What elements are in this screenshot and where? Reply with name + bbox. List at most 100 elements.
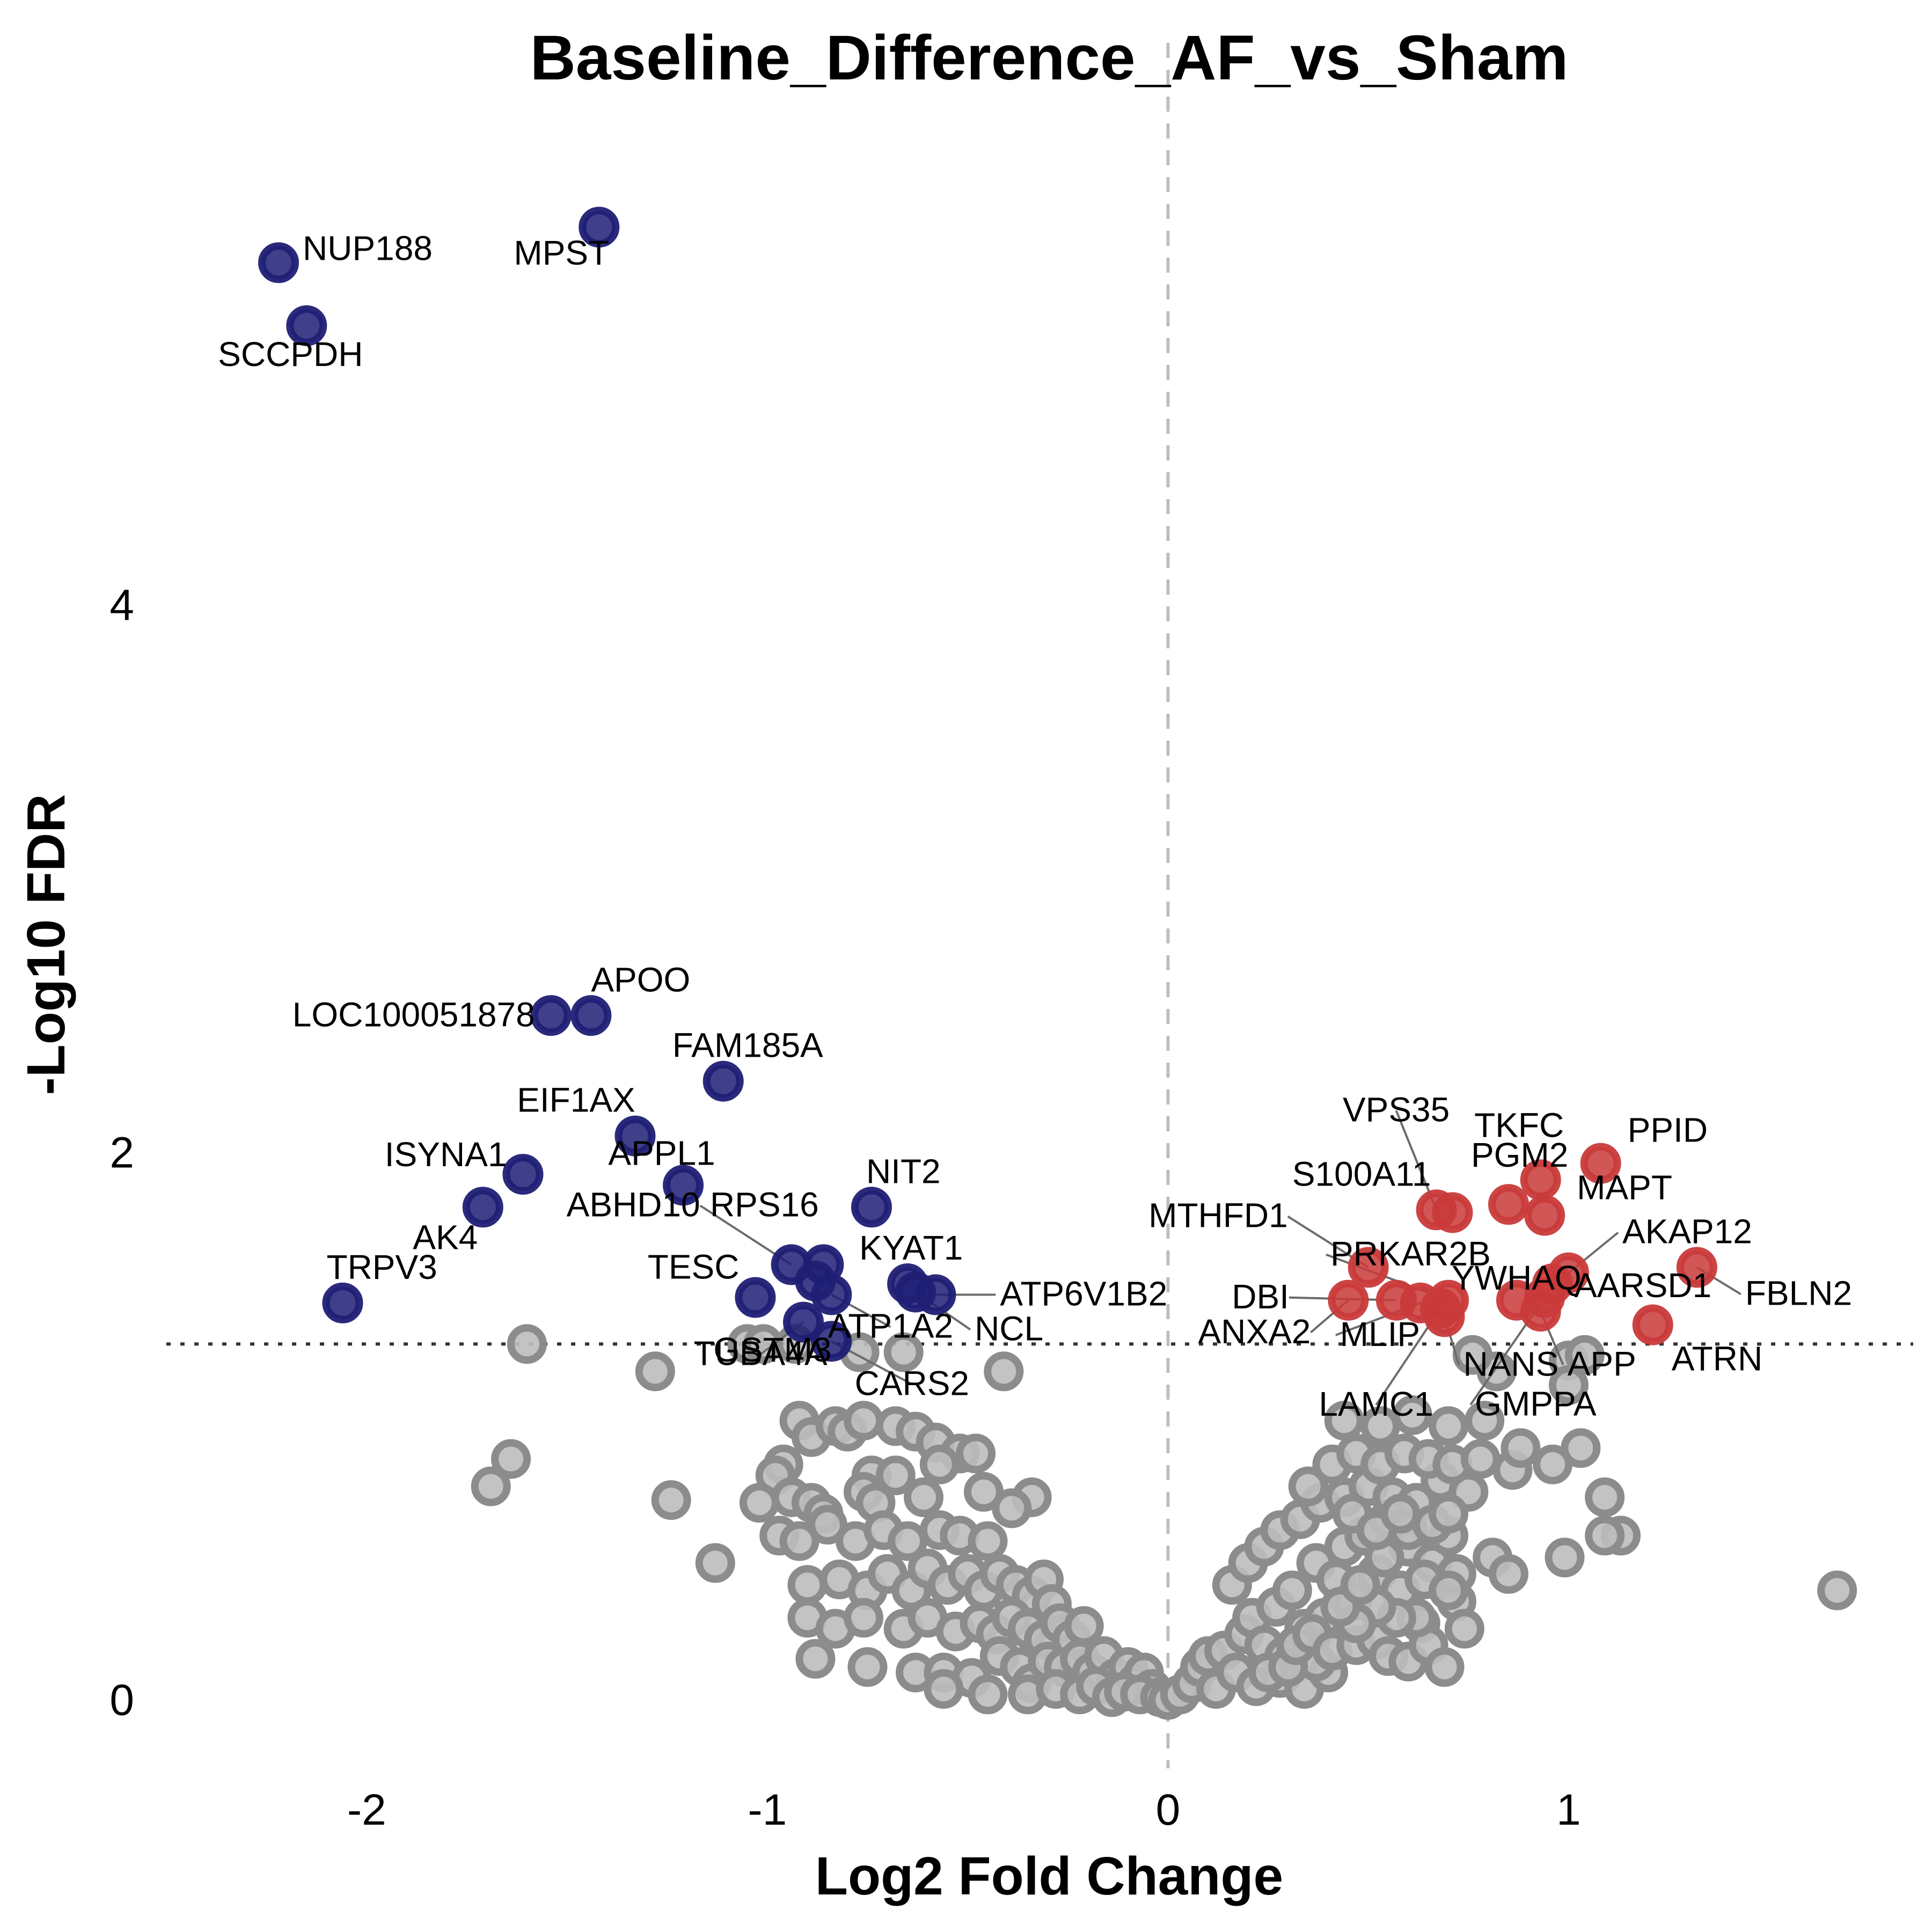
down-point xyxy=(570,995,612,1036)
gene-label: MLIP xyxy=(1340,1315,1420,1353)
gene-label: MAPT xyxy=(1577,1168,1672,1207)
ns-point xyxy=(1460,1439,1501,1479)
down-point xyxy=(322,1282,363,1323)
ns-point xyxy=(787,1565,828,1605)
gene-label: ATP6V1B2 xyxy=(1000,1275,1167,1313)
x-axis-ticks: -2 -1 0 1 xyxy=(347,1785,1581,1834)
ns-point xyxy=(903,1477,943,1518)
gene-label: NUP188 xyxy=(303,229,433,268)
ns-point xyxy=(491,1439,531,1479)
gene-label: MPST xyxy=(514,233,609,272)
ns-point xyxy=(651,1480,691,1520)
ns-point xyxy=(635,1351,675,1392)
ns-point xyxy=(779,1521,819,1561)
ns-point xyxy=(968,1521,1008,1561)
gene-label: YWHAQ xyxy=(1452,1258,1582,1297)
ns-point xyxy=(739,1483,779,1523)
chart-title: Baseline_Difference_AF_vs_Sham xyxy=(530,23,1569,93)
ns-point xyxy=(924,1669,964,1709)
x-tick-label: -2 xyxy=(347,1785,386,1834)
ns-point xyxy=(844,1401,884,1441)
down-point xyxy=(258,242,299,283)
gene-label: GMPPA xyxy=(1475,1385,1597,1423)
ns-point xyxy=(1501,1428,1541,1468)
ns-point xyxy=(844,1598,884,1638)
ns-point xyxy=(1272,1570,1312,1611)
down-point xyxy=(895,1271,936,1313)
ns-point xyxy=(1392,1395,1432,1435)
significant-points xyxy=(258,207,1717,1362)
ns-point xyxy=(1545,1538,1585,1578)
ns-point xyxy=(1817,1570,1857,1611)
gene-label: PRKAR2B xyxy=(1330,1234,1491,1273)
ns-point xyxy=(1585,1477,1625,1518)
down-point xyxy=(811,1321,852,1362)
ns-point xyxy=(507,1324,547,1364)
ns-point xyxy=(1340,1565,1380,1605)
gene-label: TRPV3 xyxy=(326,1248,437,1286)
ns-point xyxy=(471,1466,511,1506)
gene-label: DBI xyxy=(1232,1277,1289,1316)
down-point xyxy=(851,1187,892,1228)
ns-point xyxy=(1288,1466,1328,1506)
ns-point xyxy=(963,1472,1004,1512)
ns-point xyxy=(795,1638,836,1679)
ns-point xyxy=(956,1433,996,1474)
y-tick-label: 0 xyxy=(109,1675,134,1724)
gene-label: AKAP12 xyxy=(1622,1212,1752,1251)
gene-label: ANXA2 xyxy=(1198,1312,1311,1351)
y-axis-title: -Log10 FDR xyxy=(16,794,76,1095)
gene-label: GSTM3 xyxy=(713,1330,831,1369)
up-point xyxy=(1676,1247,1717,1288)
down-point xyxy=(286,305,327,346)
up-point xyxy=(1432,1192,1473,1233)
gene-label: LOC100051878 xyxy=(292,995,535,1034)
y-tick-label: 2 xyxy=(109,1128,134,1177)
down-point xyxy=(783,1301,824,1343)
ns-point xyxy=(1428,1570,1468,1611)
y-axis-ticks: 0 2 4 xyxy=(109,581,134,1724)
x-tick-label: -1 xyxy=(748,1785,787,1834)
x-tick-label: 1 xyxy=(1556,1785,1581,1834)
up-point xyxy=(1524,1277,1565,1318)
gene-label: APPL1 xyxy=(608,1134,715,1173)
ns-point xyxy=(1064,1606,1104,1646)
gene-labels: NUP188 MPST SCCPDH LOC100051878 APOO FAM185A E… xyxy=(218,229,1852,1424)
gene-label: FBLN2 xyxy=(1745,1274,1852,1313)
ns-point xyxy=(875,1455,916,1496)
ns-point xyxy=(1533,1444,1573,1484)
up-point xyxy=(1348,1247,1389,1288)
ns-point xyxy=(968,1674,1008,1715)
x-axis-title: Log2 Fold Change xyxy=(815,1846,1283,1906)
gene-label: S100A11 xyxy=(1292,1155,1431,1194)
gene-label: SCCPDH xyxy=(218,335,363,374)
down-point xyxy=(614,1115,656,1157)
ns-point xyxy=(1444,1608,1484,1649)
ns-point xyxy=(695,1543,735,1583)
down-point xyxy=(462,1187,503,1228)
gene-label: LAMC1 xyxy=(1319,1385,1433,1423)
gene-label: NIT2 xyxy=(866,1152,941,1190)
gene-label: ATP1A2 xyxy=(828,1307,953,1345)
gene-label: TKFC xyxy=(1474,1106,1564,1144)
gene-label: APOO xyxy=(591,960,690,999)
gene-label: PPID xyxy=(1628,1111,1708,1150)
ns-point xyxy=(1488,1554,1528,1594)
down-point xyxy=(735,1277,776,1318)
up-point xyxy=(1524,1195,1565,1236)
down-point xyxy=(663,1165,704,1206)
gene-label: KYAT1 xyxy=(859,1228,963,1267)
ns-point xyxy=(1564,1335,1605,1375)
down-point xyxy=(530,995,572,1036)
gene-label: FAM185A xyxy=(672,1026,823,1065)
ns-point xyxy=(992,1488,1032,1528)
ns-point xyxy=(984,1351,1024,1392)
gene-label: MTHFD1 xyxy=(1148,1196,1288,1235)
up-point xyxy=(1328,1279,1369,1321)
ns-point xyxy=(1548,1365,1589,1405)
x-tick-label: 0 xyxy=(1156,1785,1181,1834)
gene-label: CARS2 xyxy=(855,1364,969,1402)
gene-label: VPS35 xyxy=(1343,1090,1450,1129)
gene-label: ABHD10 xyxy=(567,1185,700,1224)
ns-point xyxy=(807,1505,847,1545)
